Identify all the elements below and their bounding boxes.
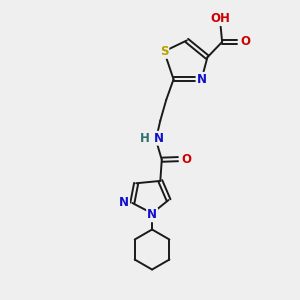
Text: N: N	[196, 73, 206, 86]
Text: O: O	[241, 35, 251, 48]
Text: H: H	[140, 132, 150, 145]
Text: N: N	[154, 132, 164, 145]
Text: N: N	[119, 196, 129, 209]
Text: O: O	[181, 153, 191, 166]
Text: OH: OH	[211, 12, 231, 25]
Text: N: N	[147, 208, 157, 221]
Text: S: S	[160, 45, 168, 58]
